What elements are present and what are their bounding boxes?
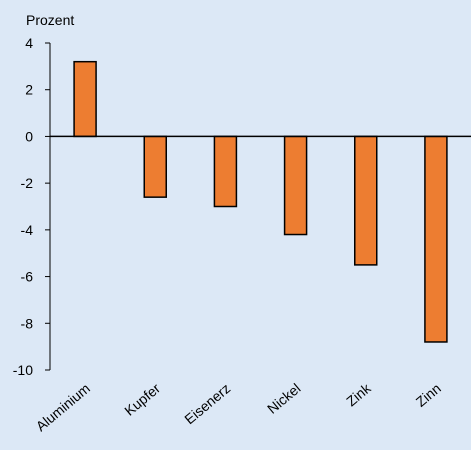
bar-zink bbox=[354, 135, 378, 266]
bars bbox=[73, 60, 448, 343]
bar-kupfer bbox=[143, 135, 167, 198]
y-axis-unit-label: Prozent bbox=[26, 12, 74, 28]
bar-aluminium bbox=[73, 60, 97, 138]
y-tick-label: 0 bbox=[25, 128, 33, 144]
y-axis: 4 2 0 -2 -4 -6 -8 -10 bbox=[13, 35, 51, 378]
y-tick-label: -10 bbox=[13, 362, 33, 378]
bar-zinn bbox=[424, 135, 448, 343]
y-tick-label: 4 bbox=[25, 35, 33, 51]
y-tick-label: -4 bbox=[21, 222, 34, 238]
y-tick-label: -6 bbox=[21, 269, 34, 285]
bar-nickel bbox=[283, 135, 308, 236]
bar-eisenerz bbox=[213, 135, 238, 208]
y-tick-label: -8 bbox=[21, 315, 34, 331]
y-tick-label: -2 bbox=[21, 175, 34, 191]
y-tick-label: 2 bbox=[25, 82, 33, 98]
